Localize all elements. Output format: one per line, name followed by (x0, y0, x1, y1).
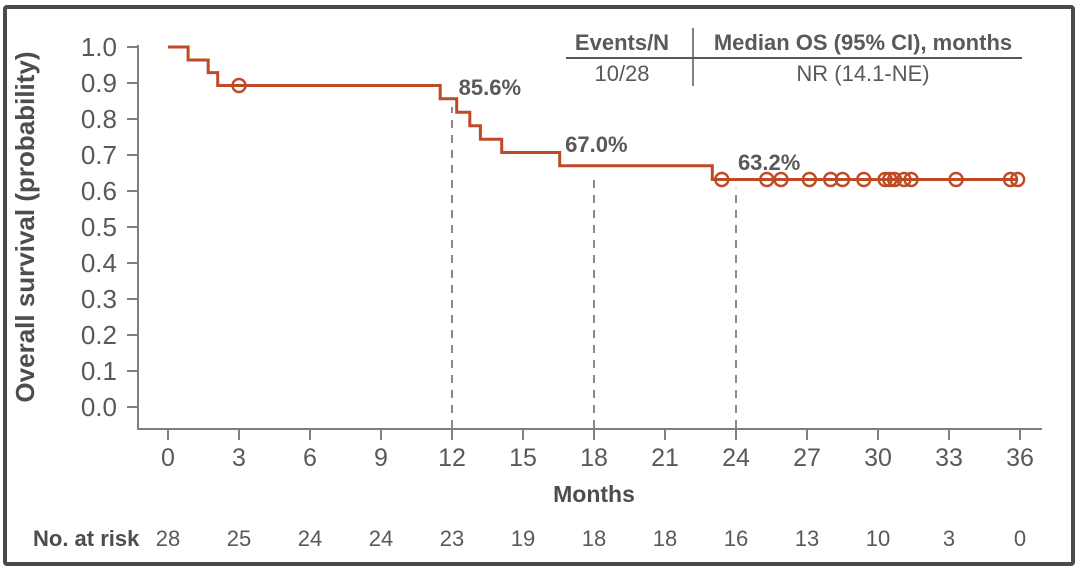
risk-count: 23 (440, 526, 464, 551)
censor-mark-icon (1009, 171, 1026, 188)
risk-count: 24 (369, 526, 393, 551)
risk-table-label: No. at risk (33, 526, 140, 551)
y-tick-label: 0.6 (81, 176, 117, 206)
censor-mark-icon (903, 171, 919, 188)
risk-count: 18 (653, 526, 677, 551)
x-tick-label: 21 (651, 444, 679, 472)
x-tick-label: 27 (793, 444, 821, 472)
y-tick-label: 0.0 (81, 392, 117, 422)
y-tick-label: 0.3 (81, 284, 117, 314)
y-tick-label: 0.2 (81, 320, 117, 350)
censor-mark-icon (834, 171, 851, 188)
axes-lines (137, 45, 1042, 430)
x-tick-label: 6 (303, 444, 317, 472)
risk-count: 24 (298, 526, 322, 551)
censor-mark-icon (877, 171, 893, 188)
summary-col1-value: 10/28 (594, 61, 649, 86)
risk-count: 0 (1014, 526, 1026, 551)
x-tick-label: 18 (580, 444, 608, 472)
risk-count: 25 (227, 526, 251, 551)
censor-mark-icon (896, 171, 912, 188)
risk-count: 16 (724, 526, 748, 551)
x-tick-label: 30 (864, 444, 892, 472)
risk-count: 3 (943, 526, 955, 551)
y-tick-label: 1.0 (81, 32, 117, 62)
y-tick-label: 0.8 (81, 104, 117, 134)
survival-annotation: 67.0% (565, 132, 627, 157)
censor-mark-icon (948, 171, 964, 188)
x-tick-label: 12 (438, 444, 466, 472)
risk-count: 28 (156, 526, 180, 551)
x-tick-label: 33 (935, 444, 963, 472)
figure-frame (3, 5, 1075, 566)
y-tick-label: 0.9 (81, 68, 117, 98)
survival-annotation: 63.2% (738, 150, 800, 175)
x-tick-label: 24 (722, 444, 750, 472)
censor-mark-icon (882, 171, 898, 188)
risk-count: 10 (866, 526, 890, 551)
x-tick-label: 3 (232, 444, 246, 472)
censor-mark-icon (231, 77, 247, 94)
censor-mark-icon (714, 171, 730, 188)
censor-mark-icon (759, 171, 775, 188)
risk-count: 19 (511, 526, 535, 551)
censor-mark-icon (886, 171, 903, 188)
survival-step-curve (168, 45, 1018, 181)
summary-col1-header: Events/N (575, 30, 669, 55)
y-tick-label: 0.5 (81, 212, 117, 242)
risk-count: 18 (582, 526, 606, 551)
risk-count: 13 (795, 526, 819, 551)
x-axis-title: Months (553, 481, 635, 507)
x-tick-label: 0 (161, 444, 175, 472)
survival-annotation: 85.6% (459, 75, 521, 100)
y-tick-label: 0.1 (81, 356, 117, 386)
summary-col2-header: Median OS (95% CI), months (714, 30, 1012, 55)
censor-mark-icon (856, 171, 872, 188)
y-tick-label: 0.7 (81, 140, 117, 170)
censor-mark-icon (773, 171, 789, 188)
censor-mark-icon (823, 171, 839, 188)
censor-mark-icon (801, 171, 818, 188)
summary-col2-value: NR (14.1-NE) (796, 61, 929, 86)
censor-mark-icon (1002, 171, 1019, 188)
x-tick-label: 15 (509, 444, 537, 472)
y-tick-label: 0.4 (81, 248, 117, 278)
x-tick-label: 36 (1006, 444, 1034, 472)
x-tick-label: 9 (374, 444, 388, 472)
y-axis-title: Overall survival (probability) (10, 51, 40, 402)
